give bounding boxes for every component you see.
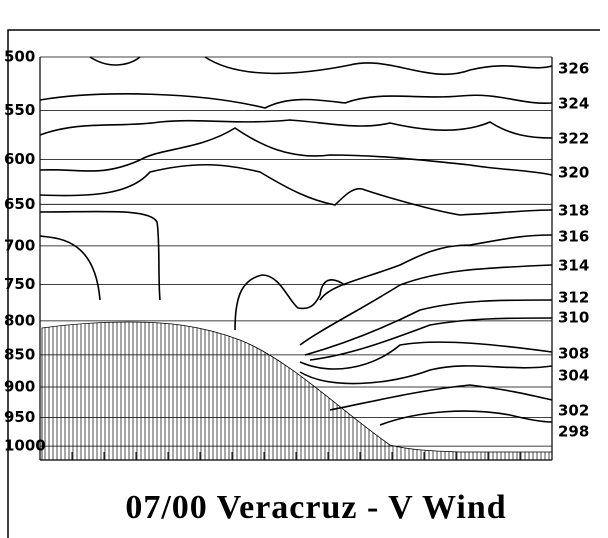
contour-label: 308 (558, 345, 589, 363)
contour-line (299, 264, 553, 346)
y-tick-label: 650 (4, 195, 35, 213)
terrain (41, 321, 553, 461)
contour-line (39, 163, 553, 216)
contour-label: 298 (558, 423, 589, 441)
y-tick-label: 600 (4, 150, 35, 168)
contour-label: 318 (558, 202, 589, 220)
y-tick-label: 950 (4, 408, 35, 426)
contour-line (39, 235, 101, 301)
contour-label: 314 (558, 257, 589, 275)
contour-line (234, 274, 346, 331)
contour-label: 326 (558, 60, 589, 78)
contour-line (39, 127, 553, 176)
contours (39, 56, 553, 426)
contour-line (299, 341, 553, 370)
contour-line (309, 317, 553, 361)
y-tick-label: 700 (4, 236, 35, 254)
contour-line (329, 384, 553, 411)
contour-label: 312 (558, 289, 589, 307)
contour-label: 322 (558, 130, 589, 148)
contour-line (299, 365, 553, 385)
contour-label: 304 (558, 367, 589, 385)
y-tick-label: 850 (4, 345, 35, 363)
contour-label: 302 (558, 402, 589, 420)
contour-label: 316 (558, 228, 589, 246)
contour-line (204, 56, 553, 75)
y-tick-label: 750 (4, 275, 35, 293)
y-tick-label: 800 (4, 311, 35, 329)
y-tick-label: 550 (4, 101, 35, 119)
y-tick-label: 500 (4, 48, 35, 66)
contour-line (39, 210, 161, 301)
contour-line (39, 119, 553, 139)
contour-label: 324 (558, 95, 589, 113)
contour-line (379, 410, 553, 426)
contour-line (89, 56, 141, 66)
contour-line (304, 299, 553, 356)
frame (7, 29, 600, 538)
y-tick-label: 1000 (4, 437, 46, 455)
contour-label: 310 (558, 309, 589, 327)
contour-line (39, 93, 553, 109)
chart-title: 07/00 Veracruz - V Wind (125, 489, 506, 526)
y-tick-label: 900 (4, 377, 35, 395)
contour-label: 320 (558, 164, 589, 182)
contour-line (319, 234, 553, 301)
